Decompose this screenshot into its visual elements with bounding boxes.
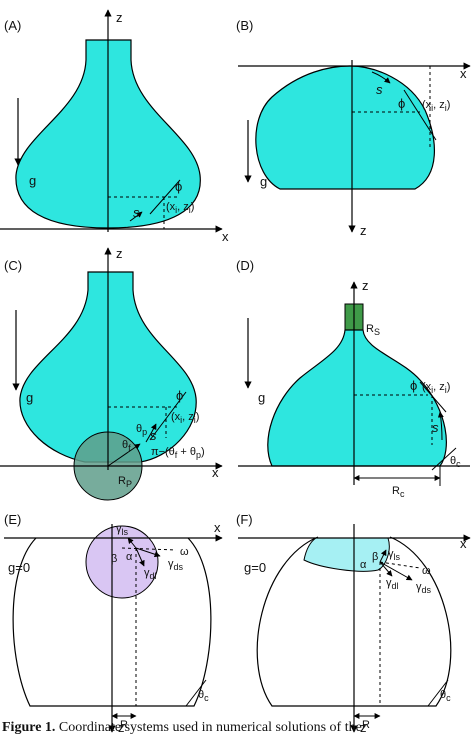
- panel-f-alpha-label: α: [360, 559, 367, 571]
- panel-b-label: (B): [236, 18, 253, 33]
- panel-e-contact-tangent: [185, 679, 207, 707]
- panel-c: (C) z x g s ϕ (xi, zi) θp θf π−(θf + θp)…: [0, 246, 223, 501]
- panel-f-gamma-dl-label: γdl: [386, 577, 399, 591]
- panel-e-gamma-dl-label: γdl: [144, 567, 157, 581]
- panel-d-contact-tangent: [431, 447, 457, 471]
- panel-f-dash-h: [379, 561, 421, 569]
- panel-c-point-label: (xi, zi): [171, 411, 199, 425]
- panel-f-radius-label: R: [362, 719, 370, 731]
- panel-b-z-label: z: [360, 223, 367, 238]
- panel-d-contact-angle-label: θc: [450, 455, 461, 469]
- panel-c-theta-p-label: θp: [136, 423, 147, 437]
- panel-e-gamma-ls-label: γls: [116, 523, 128, 537]
- panel-f-label: (F): [236, 512, 253, 527]
- panel-a-point-label: (xi, zi): [166, 201, 194, 215]
- panel-d: (D) z g RS ϕ (xi, zi) s θc Rc: [236, 258, 470, 499]
- panel-d-contact-radius-label: Rc: [392, 485, 405, 499]
- panel-f-gamma-ds-arrow: [379, 561, 413, 581]
- panel-d-gravity-label: g: [258, 390, 265, 405]
- panel-f-gamma-ds-label: γds: [416, 581, 432, 595]
- panel-c-label: (C): [4, 258, 22, 273]
- panel-f-contact-tangent: [427, 679, 449, 707]
- panel-b-angle-label: ϕ: [398, 96, 405, 111]
- panel-a-arc-arrow: [129, 211, 143, 222]
- panel-c-tangent: [149, 391, 187, 441]
- panel-b-arc-label: s: [376, 82, 383, 97]
- panel-c-radius-arrow: [107, 443, 141, 467]
- panel-d-arc-arrow: [437, 411, 444, 441]
- figure-caption: Figure 1. Coordinate systems used in num…: [2, 720, 472, 736]
- panel-a-tangent: [149, 179, 181, 215]
- panel-a-angle-label: ϕ: [175, 179, 182, 194]
- panel-a-gravity-label: g: [29, 173, 36, 188]
- panel-f-gamma-ls-label: γls: [388, 548, 400, 562]
- panel-a-x-label: x: [222, 229, 229, 244]
- panel-e-omega-label: ω: [180, 546, 189, 558]
- panel-e-gamma-ds-label: γds: [168, 558, 184, 572]
- panel-e-radius-label: R: [120, 719, 128, 731]
- panel-b-gravity-label: g: [260, 174, 267, 189]
- panel-a-label: (A): [4, 18, 21, 33]
- panel-f: (F) x z g=0 γls γds γdl ω α β θc R: [236, 512, 471, 735]
- panel-b-x-label: x: [460, 66, 467, 81]
- panel-e-z-label: z: [118, 720, 125, 735]
- panel-c-z-label: z: [116, 246, 123, 261]
- panel-e: (E) x z g=0 γls γds γdl ω α β θc R: [4, 512, 223, 735]
- panel-a-arc-label: s: [133, 205, 140, 220]
- panel-d-z-label: z: [362, 278, 369, 293]
- panel-d-sessile-drop: [267, 329, 447, 467]
- panel-f-gravity-label: g=0: [244, 560, 266, 575]
- panel-b-point-label: (xi, zi): [422, 99, 450, 113]
- panel-f-lens: [303, 537, 390, 572]
- panel-c-pi-expr-label: π−(θf + θp): [151, 446, 205, 460]
- panel-e-label: (E): [4, 512, 21, 527]
- caption-lead: Figure 1.: [2, 720, 56, 735]
- panel-d-needle-radius-label: RS: [366, 323, 380, 337]
- panel-f-omega-label: ω: [422, 565, 431, 577]
- panel-b: (B) x z g s ϕ (xi, zi): [236, 18, 471, 238]
- panel-e-beta-label: β: [111, 553, 117, 565]
- panel-b-tangent: [403, 89, 437, 141]
- panel-b-sessile-drop: [255, 65, 435, 190]
- panel-e-gravity-label: g=0: [8, 560, 30, 575]
- panel-e-gamma-ds-arrow: [135, 547, 161, 558]
- panel-e-contact-angle-label: θc: [198, 689, 209, 703]
- panel-d-arc-label: s: [432, 420, 439, 435]
- panel-c-arc-label: s: [150, 428, 157, 443]
- panel-c-theta-f-label: θf: [122, 439, 131, 453]
- panel-e-gamma-ls-arrow: [127, 537, 137, 549]
- panel-e-sphere: [85, 525, 159, 599]
- panel-c-x-label: x: [212, 465, 219, 480]
- panel-c-arc-arrow: [145, 423, 157, 443]
- panel-a-z-label: z: [116, 10, 123, 25]
- panel-f-z-label: z: [360, 720, 367, 735]
- panel-f-contact-angle-label: θc: [440, 689, 451, 703]
- panel-d-point-label: (xi, zi): [422, 381, 450, 395]
- panel-c-radius-label: RP: [118, 475, 132, 489]
- panel-d-tangent: [419, 381, 447, 413]
- panel-c-angle-label: ϕ: [176, 388, 183, 403]
- panel-e-x-label: x: [214, 520, 221, 535]
- panel-c-gravity-label: g: [26, 390, 33, 405]
- panel-a: (A) z x g s ϕ (xi, zi): [0, 9, 229, 244]
- panel-f-gamma-dl-arrow: [379, 561, 393, 577]
- panel-f-beta-label: β: [372, 551, 378, 563]
- panel-d-angle-label: ϕ: [410, 378, 417, 393]
- panel-e-gamma-dl-arrow: [135, 547, 145, 567]
- panel-f-gamma-ls-arrow: [379, 549, 387, 563]
- panel-d-label: (D): [236, 258, 254, 273]
- caption-text: Coordinate systems used in numerical sol…: [58, 720, 362, 735]
- panel-b-arc-arrow: [371, 71, 391, 84]
- panel-e-alpha-label: α: [126, 551, 133, 563]
- panel-f-x-label: x: [460, 536, 467, 551]
